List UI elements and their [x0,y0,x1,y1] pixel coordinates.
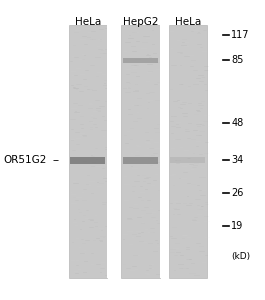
Text: OR51G2: OR51G2 [3,155,47,166]
Text: 19: 19 [231,221,244,231]
Bar [70,157,105,164]
Bar [123,58,158,63]
Bar [169,25,207,278]
Bar [121,25,160,278]
Text: 34: 34 [231,155,244,166]
Text: (kD): (kD) [231,251,250,260]
Text: 26: 26 [231,188,244,198]
Bar [123,157,158,164]
Text: --: -- [52,155,59,166]
Bar [170,158,205,164]
Bar [69,25,107,278]
Bar [160,25,169,278]
Text: HeLa: HeLa [175,17,201,27]
Text: HepG2: HepG2 [123,17,158,27]
Bar [107,25,121,278]
Text: 85: 85 [231,56,244,65]
Text: 117: 117 [231,30,250,40]
Text: 48: 48 [231,118,244,128]
Text: HeLa: HeLa [74,17,101,27]
